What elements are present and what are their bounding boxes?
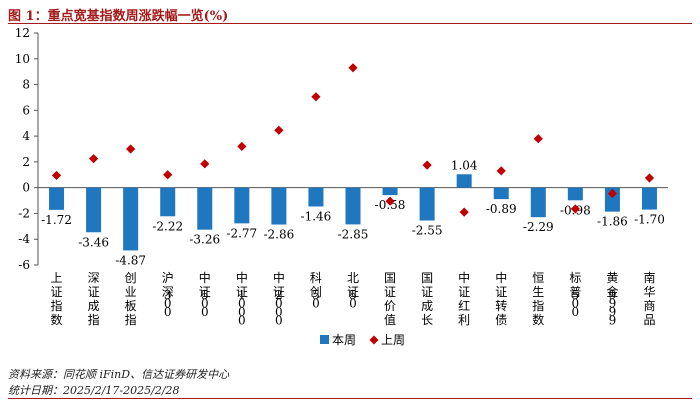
x-category-label: 深证成指 (88, 271, 100, 327)
diamond-last-week (274, 125, 284, 135)
bar-this-week (308, 187, 324, 207)
bar-this-week (493, 187, 509, 200)
bar-this-week (382, 187, 398, 196)
y-tick-label: 6 (22, 103, 30, 117)
bar-this-week (567, 187, 583, 201)
x-category-label: 上证指数 (51, 271, 63, 327)
figure-title: 图 1：重点宽基指数周涨跌幅一览(%) (8, 9, 229, 24)
diamond-last-week (163, 170, 173, 180)
bar-this-week (197, 187, 213, 230)
x-category-label: 北证5 0 (347, 271, 359, 311)
x-category-label: 创业板指 (125, 271, 137, 327)
x-category-label: 黄金9 9 9 9 (606, 271, 618, 328)
x-category-label: 恒生指数 (532, 271, 544, 327)
diamond-last-week (422, 160, 432, 170)
diamond-last-week (496, 166, 506, 176)
title-divider (8, 23, 692, 24)
bar-data-label: -2.22 (152, 219, 183, 233)
bar-data-label: -3.26 (189, 233, 220, 247)
bar-data-label: -2.29 (523, 220, 554, 234)
y-tick-label: -2 (18, 206, 30, 220)
bar-data-label: -2.55 (412, 224, 443, 238)
bar-this-week (641, 187, 657, 210)
legend-diamond-swatch (369, 335, 379, 345)
bar-data-label: -1.46 (301, 209, 332, 223)
diamond-last-week (51, 170, 62, 181)
x-category-label: 中证5 0 0 (199, 270, 211, 319)
diamond-last-week (459, 207, 469, 217)
bar-data-label: -2.85 (338, 227, 369, 241)
bar-data-label: -4.87 (115, 253, 146, 267)
legend-diamond-label: 上周 (381, 333, 405, 347)
bar-data-label: -1.70 (634, 213, 665, 227)
diamond-last-week (570, 204, 580, 214)
bottom-divider (8, 398, 692, 399)
legend-bar-label: 本周 (332, 333, 356, 347)
diamond-last-week (311, 92, 321, 102)
y-tick-label: 0 (22, 181, 30, 195)
bar-this-week (123, 187, 139, 251)
diamond-last-week (200, 159, 210, 169)
x-category-label: 沪深3 0 0 (162, 271, 174, 319)
bar-data-label: -1.72 (41, 213, 72, 227)
source-note: 资料来源：同花顺 iFinD、信达证券研发中心 (8, 368, 230, 381)
x-category-label: 国证价值 (384, 271, 396, 327)
diamond-last-week (348, 63, 358, 73)
bar-this-week (271, 187, 287, 225)
bar-this-week (234, 187, 250, 224)
date-range-note: 统计日期：2025/2/17-2025/2/28 (8, 384, 180, 397)
bar-this-week (419, 187, 435, 221)
bar-data-label: -1.86 (597, 215, 628, 229)
x-category-label: 中证转债 (495, 270, 507, 327)
bar-this-week (160, 187, 176, 217)
diamond-last-week (533, 134, 543, 144)
diamond-last-week (88, 154, 99, 164)
x-category-label: 标普5 0 0 (569, 271, 581, 319)
diamond-last-week (126, 144, 136, 154)
bar-this-week (345, 187, 361, 225)
y-tick-label: -6 (18, 258, 30, 272)
x-category-label: 国证成长 (421, 271, 433, 327)
y-tick-label: 10 (15, 52, 30, 66)
y-tick-label: 8 (22, 78, 30, 92)
y-tick-label: 2 (22, 155, 30, 169)
bar-this-week (49, 187, 65, 210)
y-tick-label: -4 (18, 232, 30, 246)
x-category-label: 中证1 0 0 0 (236, 270, 248, 328)
x-category-label: 中证2 0 0 0 (273, 270, 285, 328)
bar-this-week (86, 187, 102, 233)
bar-data-label: -0.89 (486, 202, 517, 216)
diamond-last-week (644, 173, 655, 183)
x-category-label: 科创5 0 (310, 271, 322, 311)
legend-bar-swatch (320, 335, 329, 344)
bar-this-week (530, 187, 546, 218)
bar-data-label: -2.86 (263, 228, 294, 242)
diamond-last-week (607, 188, 618, 199)
x-category-label: 南华商品 (643, 270, 655, 327)
y-tick-label: 4 (22, 129, 30, 143)
bar-data-label: 1.04 (451, 158, 478, 172)
bar-this-week (456, 174, 472, 188)
bar-data-label: -3.46 (78, 235, 109, 249)
bar-data-label: -2.77 (226, 226, 257, 240)
x-category-label: 中证红利 (458, 270, 470, 327)
y-tick-label: 12 (15, 26, 30, 40)
diamond-last-week (237, 141, 247, 152)
diamond-last-week (385, 196, 395, 206)
